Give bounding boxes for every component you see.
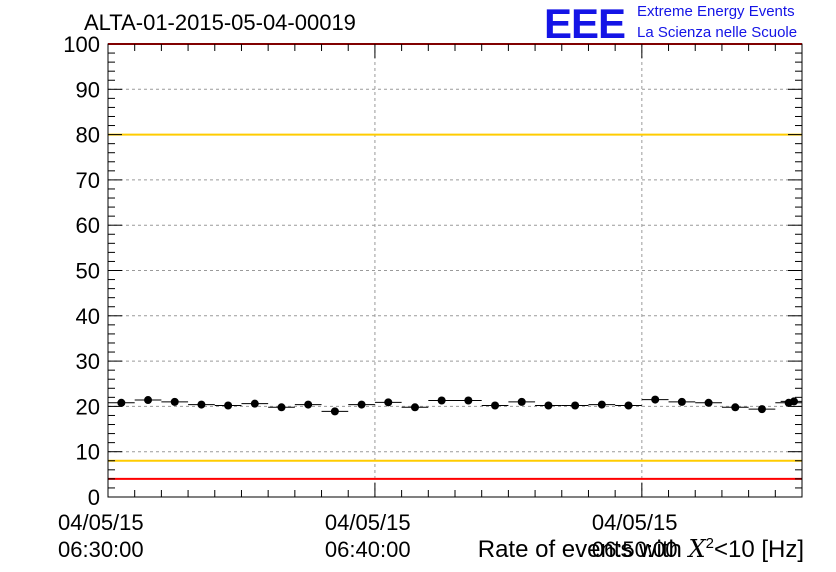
data-point (624, 401, 633, 410)
data-points (108, 395, 802, 416)
data-point (597, 400, 606, 409)
tick-labels: 010203040506070809010004/05/1506:30:0004… (58, 32, 677, 562)
logo-line-1: Extreme Energy Events (637, 3, 795, 20)
reference-lines (108, 43, 802, 480)
data-point (117, 398, 126, 407)
logo-line-2: La Scienza nelle Scuole (637, 24, 798, 41)
y-tick-label: 60 (76, 213, 100, 238)
x-tick-label-date: 04/05/15 (325, 510, 411, 535)
data-point (651, 395, 660, 404)
data-point (304, 400, 313, 409)
data-point (144, 396, 153, 405)
y-tick-label: 10 (76, 440, 100, 465)
x-tick-label-date: 04/05/15 (58, 510, 144, 535)
y-tick-label: 80 (76, 123, 100, 148)
chart-title: ALTA-01-2015-05-04-00019 (84, 10, 356, 35)
data-point (224, 401, 233, 410)
y-tick-label: 40 (76, 304, 100, 329)
data-point (789, 397, 798, 406)
x-tick-label-time: 06:30:00 (58, 537, 144, 562)
data-point (357, 400, 366, 409)
data-point (410, 403, 419, 412)
data-point (464, 396, 473, 405)
chi-superscript: 2 (705, 535, 714, 552)
y-tick-label: 70 (76, 168, 100, 193)
y-tick-label: 100 (63, 32, 100, 57)
data-point (571, 401, 580, 410)
data-point (491, 401, 500, 410)
data-point (677, 397, 686, 406)
x-tick-label-time: 06:50:00 (592, 537, 678, 562)
data-point (517, 397, 526, 406)
y-tick-label: 30 (76, 349, 100, 374)
x-tick-label-time: 06:40:00 (325, 537, 411, 562)
data-point (757, 405, 766, 414)
data-point (731, 403, 740, 412)
data-point (704, 398, 713, 407)
data-point (437, 396, 446, 405)
eee-logo: EEE (544, 0, 626, 47)
data-point (277, 403, 286, 412)
data-point (197, 400, 206, 409)
axes (107, 43, 803, 498)
data-point (384, 398, 393, 407)
y-tick-label: 90 (76, 77, 100, 102)
y-tick-label: 20 (76, 394, 100, 419)
x-axis-label: Rate of events with X2<10 [Hz] (478, 535, 804, 564)
grid-lines (108, 44, 802, 497)
data-point (330, 407, 339, 416)
x-axis-label-prefix: Rate of events with (477, 536, 689, 563)
y-tick-label: 0 (88, 485, 100, 510)
data-point (544, 401, 553, 410)
x-tick-label-date: 04/05/15 (592, 510, 678, 535)
y-tick-label: 50 (76, 259, 100, 284)
data-point (250, 399, 259, 408)
data-point (170, 397, 179, 406)
chi-symbol: X (688, 535, 706, 563)
x-axis-label-suffix: <10 [Hz] (713, 536, 804, 563)
